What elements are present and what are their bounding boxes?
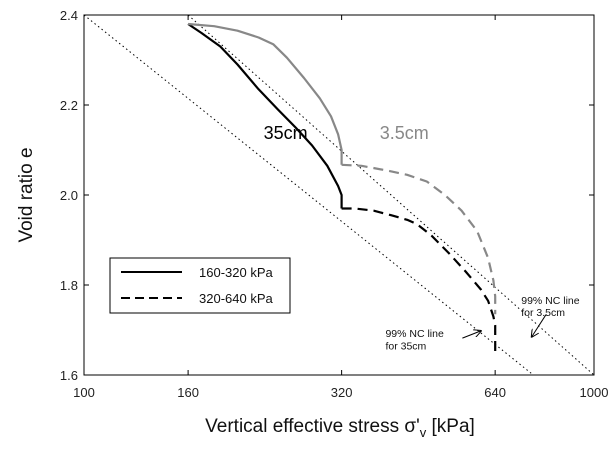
annotation-label-35: 35cm [264, 123, 308, 143]
annotation-nc3p5-line2: for 3.5cm [521, 307, 565, 319]
legend-box [109, 257, 291, 314]
ref-line-99-nc-line-for-35cm [84, 15, 535, 375]
x-tick-label-320: 320 [331, 385, 353, 400]
ref-line-99-nc-line-for-3-5cm [187, 15, 594, 375]
series-3-5cm-320-640-kpa [341, 163, 497, 315]
legend: 160-320 kPa 320-640 kPa [109, 257, 291, 314]
annotation-label-3p5: 3.5cm [380, 123, 429, 143]
legend-label-solid: 160-320 kPa [199, 265, 273, 280]
series-35cm-320-640-kpa [341, 207, 497, 357]
series-35cm-160-320-kpa [187, 23, 343, 209]
y-axis-title: Void ratio e [16, 147, 37, 242]
y-tick-label-1.8: 1.8 [60, 278, 78, 293]
annotation-nc35-line2: for 35cm [385, 340, 426, 352]
x-tick-label-160: 160 [177, 385, 199, 400]
arrow-nc-3p5cm [532, 314, 547, 337]
x-axis-title: Vertical effective stress σ'v [kPa] [205, 416, 475, 440]
y-tick-label-2.0: 2.0 [60, 188, 78, 203]
plot-area [83, 14, 595, 376]
y-tick-label-2.4: 2.4 [60, 8, 78, 23]
x-tick-label-640: 640 [484, 385, 506, 400]
reference-lines [84, 15, 594, 375]
series-3-5cm-160-320-kpa [188, 22, 343, 165]
x-tick-label-100: 100 [73, 385, 95, 400]
x-tick-label-1000: 1000 [580, 385, 609, 400]
y-tick-label-1.6: 1.6 [60, 368, 78, 383]
axis-ticks: 100 160 320 640 1000 1.6 1.8 2.0 2.2 2.4 [60, 8, 609, 400]
arrow-nc-35cm [462, 331, 480, 339]
legend-label-dashed: 320-640 kPa [199, 291, 273, 306]
annotation-nc35-line1: 99% NC line [385, 328, 444, 340]
series-lines [187, 22, 497, 357]
annotation-nc3p5-line1: 99% NC line [521, 295, 580, 307]
y-tick-label-2.2: 2.2 [60, 98, 78, 113]
